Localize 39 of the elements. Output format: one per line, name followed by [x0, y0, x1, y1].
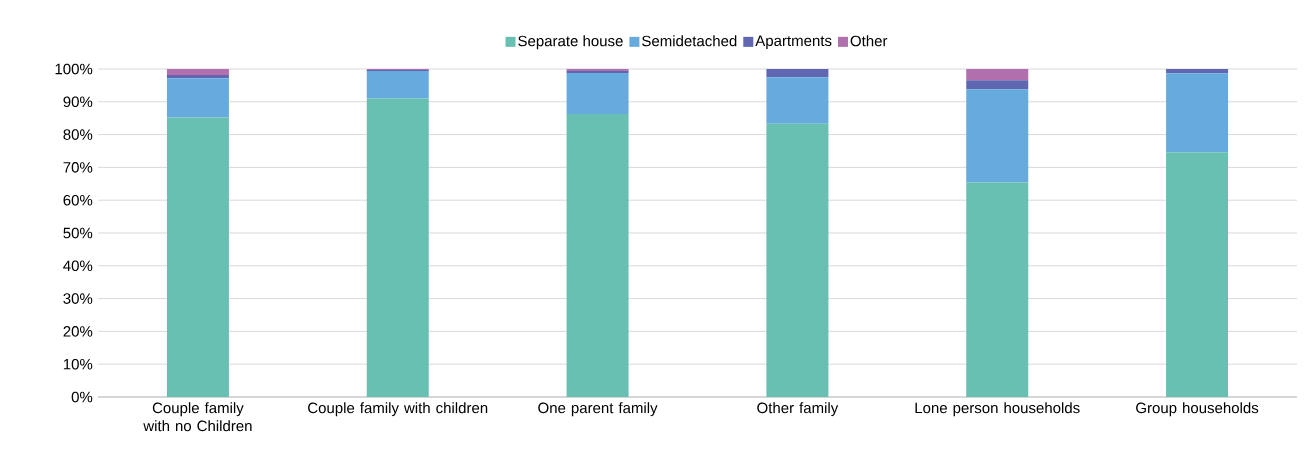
y-tick-label: 0% [71, 391, 93, 403]
bar [766, 69, 829, 78]
bar [966, 89, 1029, 183]
x-tick-label: Lone person households [915, 402, 1080, 417]
x-tick-label: Couple family with no Children [143, 402, 252, 432]
bar [966, 80, 1029, 90]
x-tick-label: Couple family with children [308, 402, 488, 417]
y-tick-label: 30% [63, 293, 93, 304]
legend-label: Separate house [518, 35, 623, 50]
bar [1166, 69, 1229, 74]
bar [166, 78, 229, 118]
x-tick-label: Other family [757, 402, 839, 417]
bar [966, 182, 1029, 397]
legend-label: Other [850, 35, 888, 47]
bar [166, 117, 229, 397]
bar [366, 70, 429, 99]
x-tick-label: Group households [1136, 402, 1259, 417]
bar [366, 98, 429, 397]
bar [966, 69, 1029, 81]
bar [1166, 152, 1229, 397]
bar [566, 72, 629, 114]
y-tick-label: 10% [63, 358, 93, 370]
x-tick-label: One parent family [538, 402, 658, 417]
y-tick-label: 20% [63, 326, 93, 337]
legend-label: Apartments [755, 35, 832, 49]
legend-label: Semidetached [642, 35, 737, 47]
y-tick-label: 70% [63, 162, 93, 173]
y-tick-label: 80% [63, 129, 93, 140]
bar [1166, 73, 1229, 153]
bar [166, 69, 229, 75]
bar [166, 74, 229, 79]
bar [766, 123, 829, 397]
y-tick-label: 40% [63, 260, 93, 272]
y-tick-label: 100% [55, 63, 93, 75]
y-tick-label: 90% [63, 96, 93, 108]
y-tick-label: 60% [63, 194, 93, 206]
bar [766, 77, 829, 124]
bar [566, 113, 629, 397]
y-tick-label: 50% [63, 227, 93, 239]
